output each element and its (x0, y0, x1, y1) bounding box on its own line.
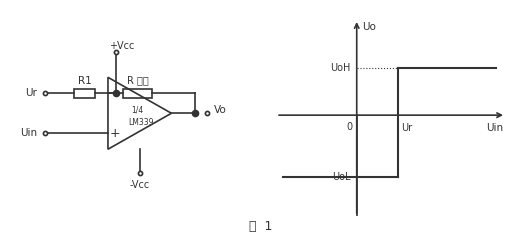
Text: 0: 0 (346, 122, 352, 132)
Text: UoL: UoL (332, 172, 351, 182)
Text: 图  1: 图 1 (249, 220, 272, 233)
Bar (123, 89, 152, 98)
Text: LM339: LM339 (128, 118, 154, 127)
Text: Ur: Ur (401, 123, 412, 133)
Text: UoH: UoH (330, 63, 351, 73)
Text: Uin: Uin (20, 128, 37, 138)
Text: Vo: Vo (214, 105, 227, 115)
Text: -Vcc: -Vcc (130, 180, 150, 190)
Text: +Vcc: +Vcc (109, 41, 134, 51)
Text: R 上拉: R 上拉 (127, 75, 148, 85)
Text: Uin: Uin (486, 123, 503, 133)
Text: −: − (109, 87, 120, 100)
Text: R1: R1 (78, 76, 92, 86)
Bar (74, 89, 95, 98)
Text: 1/4: 1/4 (131, 106, 144, 115)
Text: Ur: Ur (25, 89, 37, 98)
Text: +: + (109, 126, 120, 140)
Text: Uo: Uo (363, 22, 377, 32)
